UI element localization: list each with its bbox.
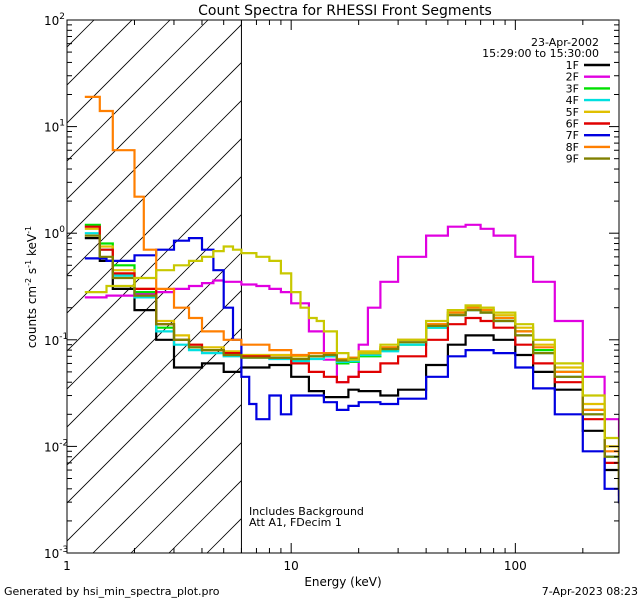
- series-layer: [84, 95, 619, 504]
- x-tick-label: 100: [504, 559, 527, 573]
- hatch-line: [0, 20, 18, 553]
- axis-ticks: [66, 19, 619, 554]
- chart-title: Count Spectra for RHESSI Front Segments: [198, 3, 492, 19]
- y-tick-label: 10-1: [44, 332, 68, 348]
- y-tick-label: 100: [44, 225, 65, 241]
- y-tick-base: 10: [44, 547, 59, 561]
- legend-label-4F: 4F: [566, 94, 579, 107]
- hatch-line: [473, 20, 640, 553]
- annotation-line-2: Att A1, FDecim 1: [249, 516, 342, 529]
- hatch-line: [130, 441, 242, 553]
- y-label-part: counts cm: [25, 286, 39, 348]
- y-tick-exponent: 2: [59, 12, 65, 22]
- legend-label-7F: 7F: [566, 129, 579, 142]
- x-tick-label: 1: [63, 559, 71, 573]
- legend-label-9F: 9F: [566, 153, 579, 166]
- y-tick-exponent: 1: [59, 119, 65, 129]
- hatch-line: [67, 251, 242, 428]
- legend-label-6F: 6F: [566, 118, 579, 131]
- hatch-line: [67, 327, 242, 504]
- header-date: 23-Apr-2002: [531, 36, 599, 49]
- y-tick-label: 10-3: [44, 545, 68, 561]
- y-label-exp: -1: [24, 226, 33, 234]
- footer-timestamp: 7-Apr-2023 08:23: [542, 585, 638, 598]
- legend-label-1F: 1F: [566, 59, 579, 72]
- y-tick-exponent: 0: [59, 225, 65, 235]
- plot-frame: [66, 19, 620, 554]
- y-tick-base: 10: [44, 227, 59, 241]
- y-tick-base: 10: [44, 14, 59, 28]
- y-label-part: keV: [25, 233, 39, 260]
- legend-label-8F: 8F: [566, 141, 579, 154]
- legend-label-5F: 5F: [566, 106, 579, 119]
- x-axis-label: Energy (keV): [304, 575, 381, 589]
- hatch-line: [67, 20, 171, 124]
- series-2F: [84, 223, 619, 453]
- legend-label-2F: 2F: [566, 71, 579, 84]
- hatched-region: [0, 20, 640, 553]
- hatch-line: [92, 403, 242, 553]
- hatch-line: [245, 20, 640, 553]
- header-time-range: 15:29:00 to 15:30:00: [482, 47, 599, 60]
- annotation-line-1: Includes Background: [249, 505, 364, 518]
- y-tick-base: 10: [44, 440, 59, 454]
- x-tick-label: 10: [284, 559, 299, 573]
- hatch-line: [67, 20, 209, 162]
- y-tick-exponent: -3: [59, 545, 68, 555]
- hatch-line: [67, 23, 242, 200]
- y-tick-base: 10: [44, 334, 59, 348]
- y-tick-label: 101: [44, 119, 65, 135]
- hatch-line: [67, 137, 242, 314]
- series-7F: [84, 237, 619, 504]
- y-tick-label: 10-2: [44, 438, 68, 454]
- y-label-exp: -2: [24, 278, 33, 286]
- hatch-line: [625, 20, 640, 553]
- y-label-part: s: [25, 268, 39, 278]
- series-1F: [84, 237, 619, 504]
- y-axis-label: counts cm-2 s-1 keV-1: [24, 226, 39, 348]
- hatch-line: [67, 99, 242, 276]
- hatch-line: [67, 213, 242, 390]
- legend-label-3F: 3F: [566, 82, 579, 95]
- series-extra-9: [84, 245, 619, 472]
- hatch-line: [67, 61, 242, 238]
- y-tick-label: 102: [44, 12, 65, 28]
- hatch-line: [67, 289, 242, 466]
- hatch-line: [67, 365, 242, 542]
- hatch-line: [67, 20, 95, 48]
- y-tick-exponent: -1: [59, 332, 68, 342]
- y-tick-exponent: -2: [59, 438, 68, 448]
- series-4F: [84, 232, 619, 490]
- y-label-exp: -1: [24, 260, 33, 268]
- footer-generator: Generated by hsi_min_spectra_plot.pro: [4, 585, 220, 598]
- y-tick-base: 10: [44, 121, 59, 135]
